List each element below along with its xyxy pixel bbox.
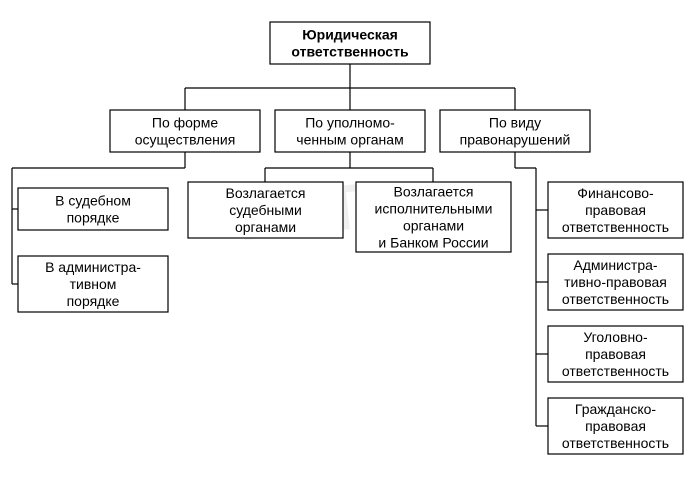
node-label: ченным органам	[296, 131, 403, 147]
node-label: Юридическая	[302, 26, 398, 42]
node-fin: Финансово-правоваяответственность	[548, 182, 683, 238]
node-label: ответственность	[562, 435, 669, 451]
node-label: В администра-	[45, 259, 141, 275]
node-form: По формеосуществления	[110, 110, 260, 152]
node-label: осуществления	[135, 131, 236, 147]
node-label: порядке	[67, 293, 120, 309]
node-label: По уполномо-	[305, 114, 395, 130]
node-label: органами	[403, 217, 464, 233]
node-label: Уголовно-	[583, 329, 648, 345]
node-label: В судебном	[55, 192, 131, 208]
node-label: судебными	[229, 202, 302, 218]
node-label: По форме	[152, 114, 218, 130]
node-label: тивно-правовая	[564, 274, 667, 290]
node-admk: Администра-тивно-правоваяответственность	[548, 254, 683, 310]
node-courts: Возлагаетсясудебнымиорганами	[188, 182, 343, 238]
node-label: Возлагается	[226, 185, 306, 201]
node-label: ответственность	[291, 43, 409, 59]
node-label: ответственность	[562, 363, 669, 379]
node-label: правовая	[585, 418, 646, 434]
node-label: Гражданско-	[575, 401, 656, 417]
node-kinds: По видуправонарушений	[440, 110, 590, 152]
node-label: правонарушений	[460, 131, 571, 147]
node-label: Финансово-	[577, 185, 654, 201]
node-label: исполнительными	[375, 200, 493, 216]
node-label: и Банком России	[378, 234, 488, 250]
node-label: ответственность	[562, 291, 669, 307]
hierarchy-diagram: PPT.ruЮридическаяответственностьПо форме…	[0, 0, 696, 504]
node-sud: В судебномпорядке	[18, 188, 168, 230]
node-label: тивном	[70, 276, 117, 292]
node-root: Юридическаяответственность	[270, 22, 430, 64]
node-label: правовая	[585, 202, 646, 218]
node-civ: Гражданско-правоваяответственность	[548, 398, 683, 454]
node-label: органами	[235, 219, 296, 235]
node-label: порядке	[67, 209, 120, 225]
node-ugol: Уголовно-правоваяответственность	[548, 326, 683, 382]
node-label: По виду	[489, 114, 541, 130]
node-label: ответственность	[562, 219, 669, 235]
node-adm: В администра-тивномпорядке	[18, 256, 168, 312]
node-label: Администра-	[573, 257, 657, 273]
node-exec: Возлагаетсяисполнительнымиорганамии Банк…	[356, 182, 511, 252]
node-label: Возлагается	[394, 183, 474, 199]
node-label: правовая	[585, 346, 646, 362]
node-organs: По уполномо-ченным органам	[275, 110, 425, 152]
